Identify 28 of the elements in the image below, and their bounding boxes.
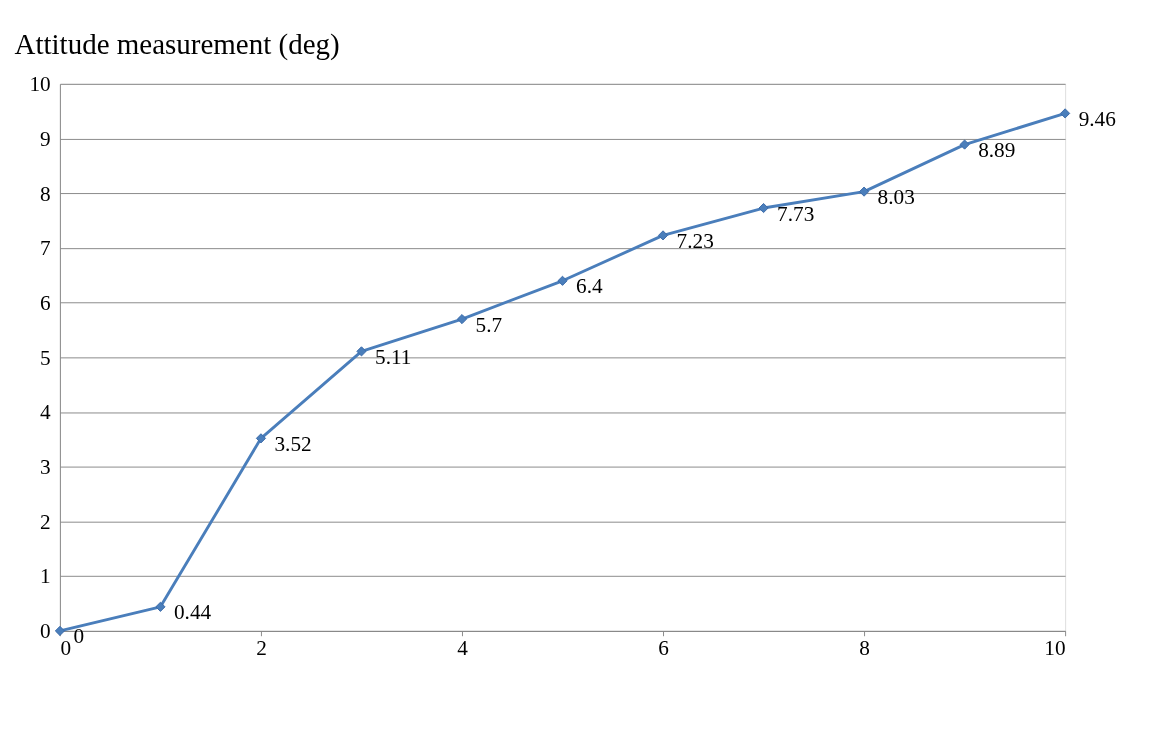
data-label: 3.52 (274, 431, 312, 456)
y-tick-label: 7 (40, 236, 52, 261)
y-tick-label: 8 (40, 181, 51, 206)
x-tick-label: 8 (859, 635, 870, 660)
data-label: 8.89 (978, 138, 1016, 163)
y-tick-label: 6 (40, 290, 51, 315)
data-label: 5.11 (375, 344, 412, 369)
data-label: 5.7 (475, 312, 503, 337)
y-tick-label: 5 (40, 345, 51, 370)
data-label: 6.4 (576, 274, 603, 299)
y-tick-label: 1 (40, 564, 51, 589)
x-tick-label: 6 (658, 635, 669, 660)
x-tick-label: 4 (457, 635, 469, 660)
y-tick-label: 10 (29, 72, 51, 97)
chart-title: Attitude measurement (deg) (14, 27, 340, 61)
y-tick-label: 2 (40, 509, 51, 534)
y-tick-label: 9 (40, 126, 51, 151)
data-label: 7.73 (777, 201, 815, 226)
data-label: 9.46 (1078, 106, 1116, 131)
y-tick-label: 4 (40, 400, 52, 425)
y-tick-label: 3 (40, 455, 51, 480)
y-tick-label: 0 (40, 619, 51, 644)
x-tick-label: 10 (1044, 635, 1066, 660)
data-label: 7.23 (676, 228, 714, 253)
data-label: 8.03 (877, 185, 915, 210)
x-tick-label: 2 (256, 635, 267, 660)
data-label: 0.44 (173, 600, 212, 625)
x-tick-label: 0 (60, 635, 72, 660)
